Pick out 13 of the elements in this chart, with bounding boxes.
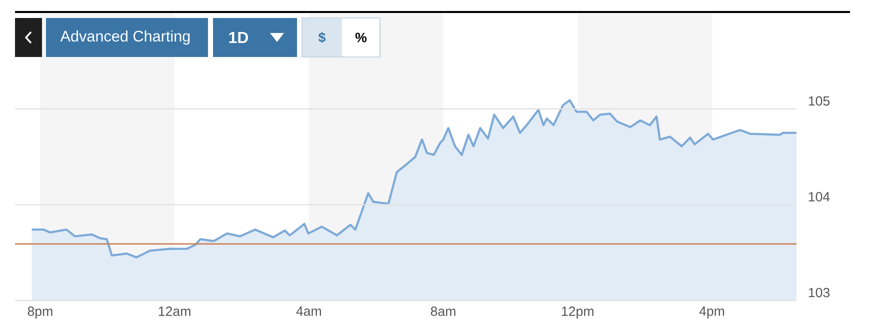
annotation: Advanced Charting [60, 30, 190, 45]
y-tick-label: 105 [808, 96, 830, 106]
x-tick-label: 4pm [699, 306, 724, 318]
y-tick-label: 103 [808, 288, 830, 298]
y-tick-label: 104 [808, 192, 830, 202]
x-tick-label: 12pm [562, 306, 594, 319]
annotation: 1D [229, 32, 248, 44]
x-tick-label: 8am [430, 306, 456, 316]
annotation: % [355, 32, 367, 42]
x-tick-label: 4am [296, 306, 321, 316]
annotation: $ [318, 32, 326, 43]
x-tick-label: 8pm [28, 306, 52, 319]
x-tick-label: 12am [158, 306, 190, 316]
